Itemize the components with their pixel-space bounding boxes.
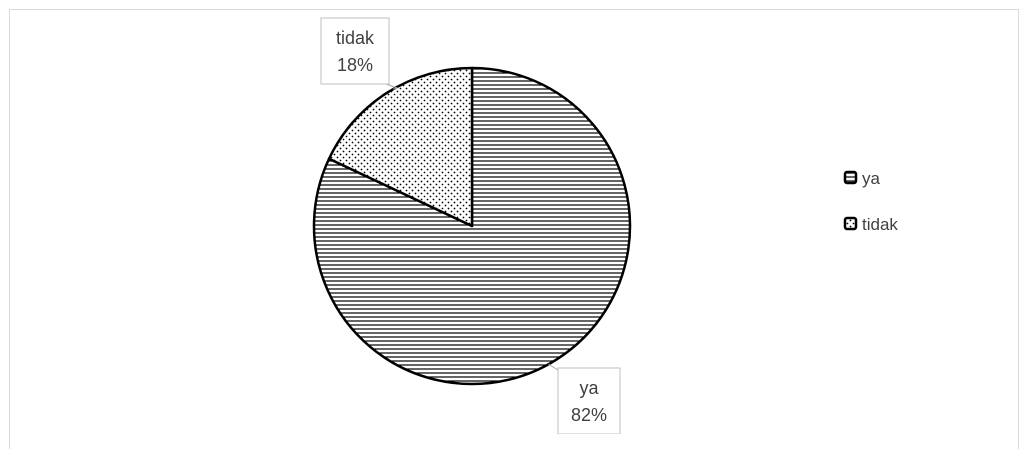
data-label-value-ya: 82%: [571, 405, 607, 425]
pie-chart: ya 82% tidak 18% ya tidak: [312, 17, 898, 434]
legend-item-ya: ya: [843, 169, 881, 188]
data-label-category-tidak: tidak: [336, 28, 375, 48]
data-label-tidak: tidak 18%: [320, 17, 399, 90]
data-label-box-tidak: [320, 17, 390, 85]
data-label-box-ya: [557, 367, 621, 434]
leader-line-ya: [548, 363, 559, 371]
pie-slice-tidak: [327, 66, 474, 228]
data-label-category-ya: ya: [579, 378, 599, 398]
chart-area: [9, 9, 1019, 449]
data-label-ya: ya 82%: [548, 363, 621, 434]
legend-swatch-ya: [843, 170, 858, 185]
leader-line-tidak: [385, 83, 399, 90]
legend-swatch-tidak: [843, 216, 858, 231]
legend-label-tidak: tidak: [862, 215, 898, 234]
legend-label-ya: ya: [862, 169, 881, 188]
data-label-value-tidak: 18%: [337, 55, 373, 75]
legend-item-tidak: tidak: [843, 215, 898, 234]
legend: ya tidak: [843, 169, 898, 234]
